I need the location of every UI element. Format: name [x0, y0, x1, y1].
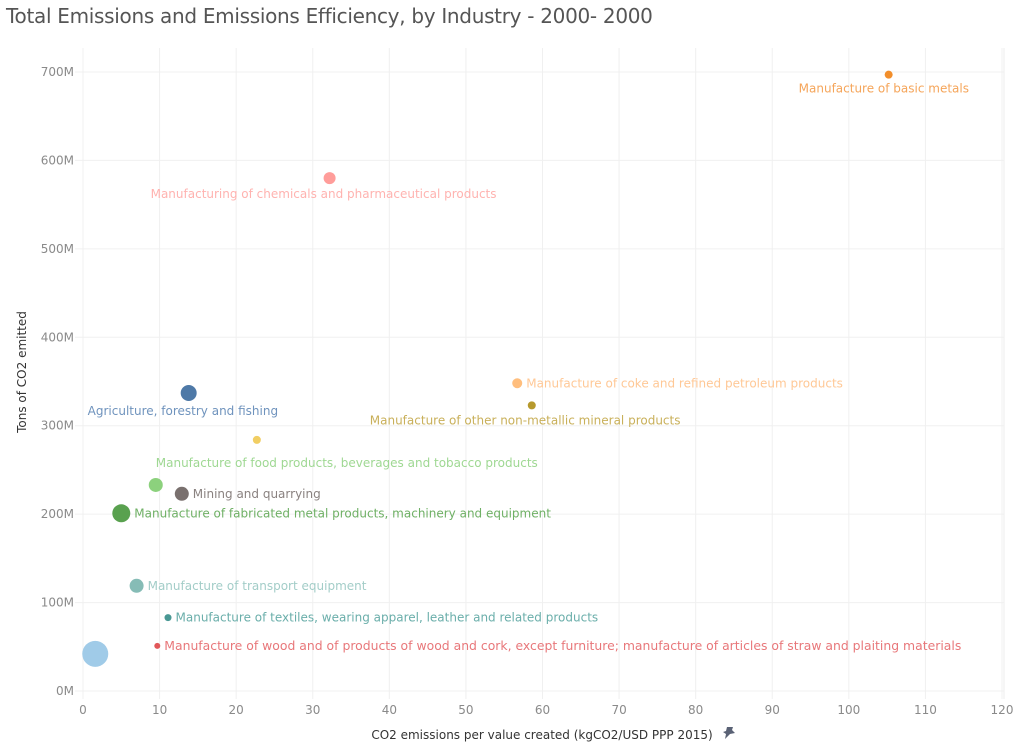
- x-tick-label: 120: [991, 703, 1014, 717]
- y-tick-label: 700M: [41, 65, 74, 79]
- y-tick-label: 400M: [41, 330, 74, 344]
- y-tick-label: 600M: [41, 153, 74, 167]
- data-point[interactable]: [512, 378, 523, 389]
- y-axis-title: Tons of CO2 emitted: [15, 311, 29, 434]
- chart-title: Total Emissions and Emissions Efficiency…: [6, 4, 653, 28]
- point-label: Manufacture of transport equipment: [148, 579, 367, 593]
- data-point[interactable]: [129, 578, 144, 593]
- point-label: Mining and quarrying: [193, 487, 321, 501]
- y-tick-label: 0M: [56, 684, 74, 698]
- x-tick-label: 70: [611, 703, 626, 717]
- y-tick-label: 300M: [41, 419, 74, 433]
- point-label: Manufacture of food products, beverages …: [156, 456, 538, 470]
- y-axis-ticks: 0M 100M 200M 300M 400M 500M 600M 700M: [41, 65, 74, 698]
- x-tick-label: 30: [305, 703, 320, 717]
- x-axis-ticks: 0 10 20 30 40 50 60 70 80 90 100 110 120: [79, 703, 1013, 717]
- data-point[interactable]: [884, 70, 893, 79]
- point-label: Manufacture of basic metals: [799, 82, 969, 96]
- point-label: Manufacture of textiles, wearing apparel…: [176, 611, 599, 625]
- point-labels: Manufacture of basic metals Manufacturing…: [88, 82, 969, 653]
- x-tick-label: 0: [79, 703, 87, 717]
- gridlines: [75, 48, 1005, 699]
- x-tick-label: 60: [535, 703, 550, 717]
- data-point[interactable]: [148, 477, 163, 492]
- data-point[interactable]: [527, 401, 536, 410]
- y-tick-label: 100M: [41, 596, 74, 610]
- data-point[interactable]: [180, 384, 197, 401]
- point-label: Manufacture of other non-metallic minera…: [370, 413, 681, 427]
- x-tick-label: 40: [382, 703, 397, 717]
- data-points: [82, 70, 893, 667]
- data-point[interactable]: [323, 172, 336, 185]
- data-point[interactable]: [112, 504, 131, 523]
- data-point[interactable]: [82, 640, 109, 667]
- data-point[interactable]: [164, 614, 172, 622]
- data-point[interactable]: [174, 486, 189, 501]
- point-label: Manufacture of fabricated metal products…: [134, 506, 551, 520]
- x-tick-label: 80: [688, 703, 703, 717]
- point-label: Manufacture of wood and of products of w…: [164, 639, 961, 653]
- x-tick-label: 90: [765, 703, 780, 717]
- point-label: Manufacture of coke and refined petroleu…: [526, 376, 843, 390]
- x-tick-label: 100: [837, 703, 860, 717]
- x-axis-title: CO2 emissions per value created (kgCO2/U…: [371, 728, 712, 742]
- data-point[interactable]: [154, 642, 161, 649]
- point-label: Manufacturing of chemicals and pharmaceu…: [151, 187, 497, 201]
- y-tick-label: 500M: [41, 242, 74, 256]
- pin-icon[interactable]: [723, 727, 735, 739]
- x-tick-label: 20: [229, 703, 244, 717]
- x-tick-label: 10: [152, 703, 167, 717]
- y-tick-label: 200M: [41, 507, 74, 521]
- x-tick-label: 50: [458, 703, 473, 717]
- x-tick-label: 110: [914, 703, 937, 717]
- point-label: Agriculture, forestry and fishing: [88, 404, 278, 418]
- data-point[interactable]: [252, 435, 261, 444]
